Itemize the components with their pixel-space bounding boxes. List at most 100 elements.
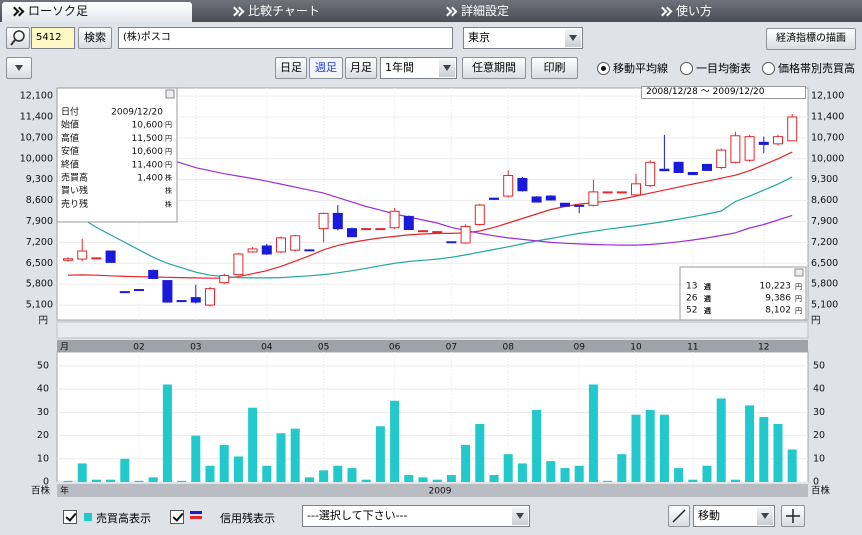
overlay-label: ---選択して下さい--- [307,509,408,522]
info-value: 2009/12/20 [111,108,163,118]
volume-bar [333,465,343,482]
radio[interactable]: 一目均衡表 [680,62,751,76]
y-tick-label: 8,600 [26,195,53,206]
y-tick-label: 30 [813,407,825,418]
volume-bar [702,465,712,482]
volume-bar [461,444,471,482]
volume-bar [120,458,130,482]
tool-select[interactable]: 移動 [693,505,775,527]
radio-label: 移動平均線 [613,62,668,75]
candle-body [503,174,514,197]
candle-body [190,297,201,303]
info-value: 11,500 [132,134,164,144]
date-sep: ～ [700,87,710,97]
candle-body [659,168,670,172]
menu-button[interactable] [6,57,32,79]
checkbox[interactable] [170,510,184,524]
line-tool[interactable] [668,505,690,527]
candle-body [162,280,173,303]
volume-bar [489,475,499,482]
y-tick-label: 7,900 [26,216,53,227]
month-strip [57,340,808,352]
tab[interactable]: 詳細設定 [435,2,625,22]
period-button-active[interactable]: 週足 [309,57,343,79]
tab[interactable]: 比較チャート [222,2,412,22]
ma-value: 9,386 [765,294,791,304]
y-tick-label: 7,200 [811,237,838,248]
ma-value: 8,102 [765,306,791,316]
candle-body [631,183,641,196]
volume-bar [134,480,144,482]
y-tick-label: 5,800 [26,279,53,290]
candle-body [787,116,798,142]
volume-bar [106,479,116,482]
y-tick-label: 50 [37,360,49,371]
ma-legend-close [794,268,804,277]
y-tick-label: 10,000 [811,153,844,164]
custom-button[interactable]: 任意期間 [462,57,526,79]
candle-body [531,196,542,203]
info-box [56,87,178,223]
month-label: 10 [630,343,642,353]
info-label: 終値 [61,158,79,170]
name-input[interactable]: (株)ポスコ [118,27,453,49]
indicator-button[interactable]: 経済指標の描画 [766,28,856,50]
search-button[interactable]: 検索 [78,27,112,49]
candle-body [687,171,698,176]
market-select[interactable]: 東京 [463,27,583,49]
candle-body [318,212,329,230]
candle-body [247,248,258,253]
period-button[interactable]: 日足 [275,57,307,79]
info-unit: 株 [165,199,172,208]
radio[interactable]: 移動平均線 [597,62,668,76]
y-tick-label: 0 [43,477,49,488]
print-button[interactable]: 印刷 [531,57,578,79]
volume-bar [148,477,158,482]
market-label: 東京 [468,31,490,44]
search-icon[interactable] [6,27,30,49]
tab-label: 比較チャート [248,4,320,18]
volume-bar [162,384,172,482]
radio[interactable]: 価格帯別売買高 [762,62,855,76]
tab-label: 使い方 [676,4,713,18]
y-tick-label: 12,100 [811,91,844,102]
candle-body [645,161,656,187]
range-select[interactable]: 1年間 [380,57,457,79]
y-tick-label: 6,500 [811,258,838,269]
tab[interactable]: ローソク足 [2,2,192,22]
volume-bar [674,468,684,482]
y-tick-label: 40 [37,384,49,395]
year-strip [57,484,808,497]
month-unit: 月 [60,342,69,353]
tab-label: ローソク足 [28,4,89,18]
tab[interactable]: 使い方 [650,2,840,22]
candle-body [432,231,443,234]
info-label: 日付 [61,107,79,118]
overlay-select[interactable]: ---選択して下さい--- [302,505,530,527]
checkbox[interactable] [63,510,77,524]
period-button[interactable]: 月足 [345,57,377,79]
month-label: 06 [389,343,401,353]
add-button[interactable] [781,505,805,527]
volume-bar [446,475,456,482]
volume-bar [375,426,385,482]
y-tick-label: 11,400 [811,111,844,122]
checkbox-label: 信用残表示 [220,512,275,525]
volume-bar [716,398,726,482]
y-unit: 百株 [31,485,51,497]
volume-bar [63,480,73,482]
candle-body [418,230,428,233]
y-tick-label: 50 [813,360,825,371]
info-label: 始値 [61,119,79,131]
volume-bar [603,480,613,482]
code-input[interactable]: 5412 [31,27,75,49]
candle-body [105,250,116,263]
y-tick-label: 10,000 [20,153,53,164]
y-tick-label: 10 [37,453,49,464]
info-label: 安値 [61,145,79,157]
moving-average [67,151,793,279]
volume-bar [290,428,300,482]
candle-body [119,291,130,294]
y-tick-label: 40 [813,384,825,395]
